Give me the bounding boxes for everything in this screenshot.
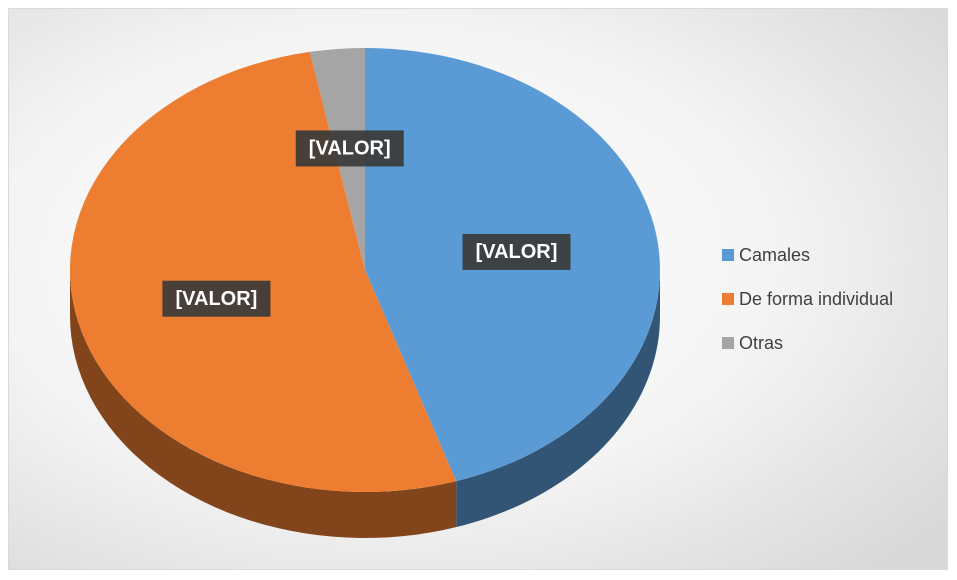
legend-label: Otras [739, 333, 783, 353]
pie [70, 48, 661, 538]
data-label: [VALOR] [476, 241, 558, 263]
legend: Camales De forma individual Otras [722, 245, 893, 353]
data-label-box [162, 280, 271, 317]
legend-label: De forma individual [739, 289, 893, 309]
legend-swatch [722, 249, 734, 261]
legend-swatch [722, 293, 734, 305]
legend-swatch [722, 337, 734, 349]
slice-side [70, 270, 457, 538]
slice-side [456, 270, 660, 528]
data-label-box [295, 130, 404, 167]
data-label: [VALOR] [175, 288, 257, 310]
data-labels: [VALOR] [VALOR] [VALOR] [162, 130, 571, 317]
slice [70, 51, 457, 492]
legend-label: Camales [739, 245, 810, 265]
data-label-box [462, 233, 571, 270]
data-label: [VALOR] [309, 138, 391, 160]
